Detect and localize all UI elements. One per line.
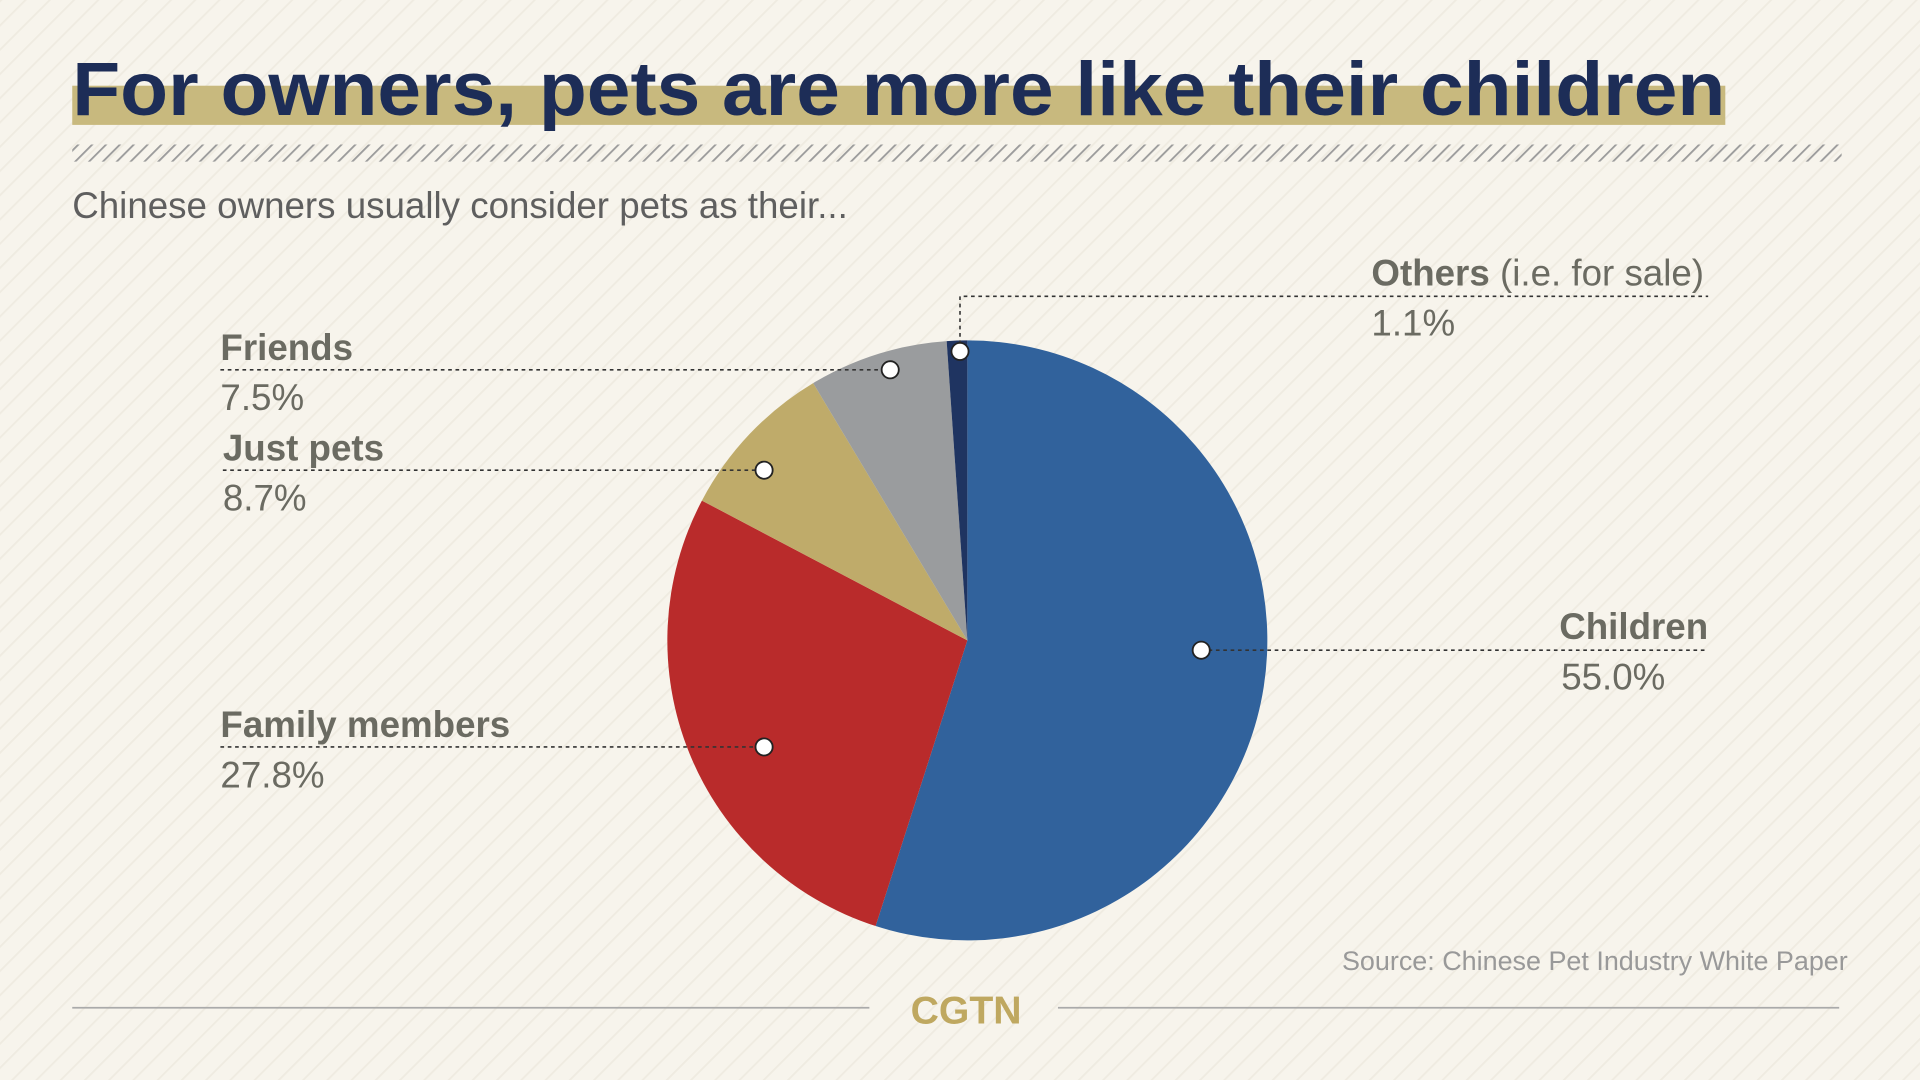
slice-label: Children — [1559, 606, 1708, 647]
leader-dot — [754, 737, 774, 757]
pie-slice — [946, 340, 968, 641]
slice-value: 7.5% — [220, 377, 304, 418]
leader-dot — [754, 460, 774, 480]
slice-label: Friends — [220, 327, 353, 368]
leader-dot — [950, 341, 970, 361]
leader-dot — [880, 360, 900, 380]
pie-slice — [667, 500, 968, 927]
slice-name: Friends — [220, 327, 353, 368]
slice-label: Family members — [220, 704, 510, 745]
title-highlight — [72, 85, 1726, 125]
slice-name: Just pets — [223, 427, 384, 468]
pie-slice — [701, 383, 968, 641]
leader-line — [959, 295, 1709, 352]
slice-name: Family members — [220, 704, 510, 745]
slice-value: 27.8% — [220, 754, 324, 795]
slice-label: Others (i.e. for sale) — [1371, 252, 1704, 293]
slice-name: Children — [1559, 606, 1708, 647]
slice-label: Just pets — [223, 427, 384, 468]
chart-title: For owners, pets are more like their chi… — [72, 47, 1725, 132]
leader-dot — [1191, 640, 1211, 660]
source: Source: Chinese Pet Industry White Paper — [1342, 946, 1848, 976]
slice-note: (i.e. for sale) — [1500, 252, 1704, 293]
pie — [667, 340, 1268, 941]
subtitle: Chinese owners usually consider pets as … — [72, 185, 848, 226]
slice-value: 8.7% — [223, 478, 307, 519]
logo: CGTN — [911, 990, 1022, 1033]
labels: Children 55.0% Family members 27.8% Just pet… — [220, 252, 1709, 795]
hatch-bar — [72, 144, 1842, 162]
slice-name: Others — [1371, 252, 1489, 293]
pie-slice — [813, 341, 968, 641]
pie-slice — [875, 340, 1268, 941]
slice-value: 1.1% — [1371, 303, 1455, 344]
slice-value: 55.0% — [1561, 656, 1665, 697]
